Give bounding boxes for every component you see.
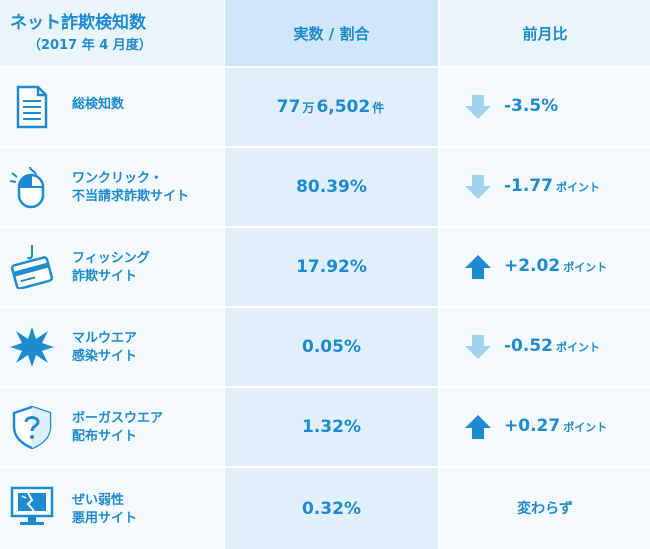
arrow-down-icon xyxy=(465,175,491,199)
row-total-value-cell: 77 万 6,502 件 xyxy=(225,68,438,146)
row-vulnerability-change-cell: 変わらず xyxy=(440,468,650,549)
row-bogusware-change: +0.27 ポイント xyxy=(504,416,608,436)
row-vulnerability-label: ぜい弱性 悪用サイト xyxy=(72,493,138,526)
arrow-up-icon xyxy=(465,415,491,439)
row-vulnerability-value: 0.32% xyxy=(302,498,361,519)
row-oneclick-label-cell: ワンクリック・ 不当請求詐欺サイト xyxy=(0,148,224,226)
row-malware-value: 0.05% xyxy=(302,337,361,357)
header-subtitle: （2017 年 4 月度） xyxy=(28,38,152,53)
row-oneclick-value: 80.39% xyxy=(296,177,367,197)
row-bogusware-change-cell: +0.27 ポイント xyxy=(440,388,650,466)
row-phishing-value-cell: 17.92% xyxy=(225,228,438,306)
row-oneclick-label: ワンクリック・ 不当請求詐欺サイト xyxy=(72,171,190,204)
fishing-card-icon xyxy=(10,245,54,289)
arrow-up-icon xyxy=(465,255,491,279)
row-malware-change: -0.52 ポイント xyxy=(504,336,600,356)
arrow-down-icon xyxy=(465,335,491,359)
row-bogusware-label: ボーガスウエア 配布サイト xyxy=(72,411,164,444)
row-total-change: -3.5% xyxy=(504,96,559,116)
row-malware-label-cell: マルウエア 感染サイト xyxy=(0,308,224,386)
shield-question-icon xyxy=(12,405,52,449)
row-oneclick-change-cell: -1.77 ポイント xyxy=(440,148,650,226)
mouse-icon xyxy=(10,166,45,209)
row-malware-label: マルウエア 感染サイト xyxy=(72,331,138,364)
row-bogusware-value-cell: 1.32% xyxy=(225,388,438,466)
row-total-change-cell: -3.5% xyxy=(440,68,650,146)
row-total-label-cell: 総検知数 xyxy=(0,68,224,146)
row-bogusware-value: 1.32% xyxy=(302,417,361,437)
header-value-label: 実数 / 割合 xyxy=(293,24,370,43)
row-malware-change-cell: -0.52 ポイント xyxy=(440,308,650,386)
row-malware-value-cell: 0.05% xyxy=(225,308,438,386)
document-icon xyxy=(16,85,48,129)
broken-monitor-icon xyxy=(10,486,54,525)
header-change-label: 前月比 xyxy=(522,24,568,43)
virus-burst-icon xyxy=(10,327,54,367)
header-value-cell: 実数 / 割合 xyxy=(225,0,438,66)
row-oneclick-change: -1.77 ポイント xyxy=(504,176,600,196)
row-total-label: 総検知数 xyxy=(72,97,125,112)
row-phishing-change: +2.02 ポイント xyxy=(504,256,608,276)
row-phishing-label-cell: フィッシング 詐欺サイト xyxy=(0,228,224,306)
row-phishing-change-cell: +2.02 ポイント xyxy=(440,228,650,306)
row-vulnerability-label-cell: ぜい弱性 悪用サイト xyxy=(0,468,224,549)
row-oneclick-value-cell: 80.39% xyxy=(225,148,438,226)
header-title-cell: ネット詐欺検知数 （2017 年 4 月度） xyxy=(0,0,224,66)
row-total-value: 77 万 6,502 件 xyxy=(276,97,385,117)
row-phishing-label: フィッシング 詐欺サイト xyxy=(72,251,150,284)
row-bogusware-label-cell: ボーガスウエア 配布サイト xyxy=(0,388,224,466)
row-phishing-value: 17.92% xyxy=(296,257,367,277)
header-change-cell: 前月比 xyxy=(440,0,650,66)
row-vulnerability-value-cell: 0.32% xyxy=(225,468,438,549)
row-vulnerability-change: 変わらず xyxy=(517,501,573,517)
arrow-down-icon xyxy=(465,95,491,119)
header-title: ネット詐欺検知数 xyxy=(10,13,146,33)
